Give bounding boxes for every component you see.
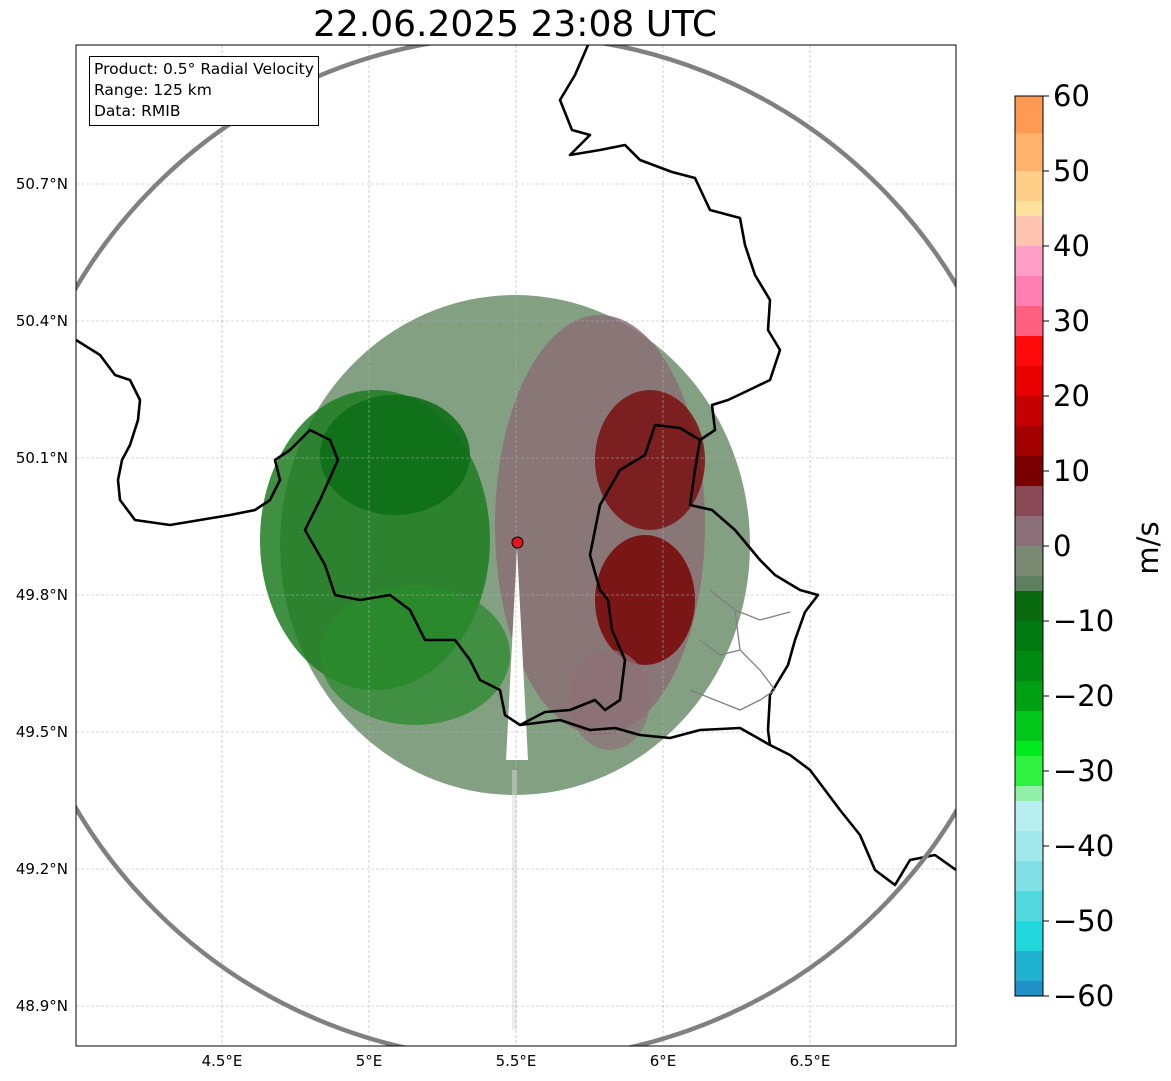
colorbar-tick-label: 10 xyxy=(1053,454,1090,488)
colorbar-tick-label: 20 xyxy=(1053,379,1090,413)
velocity-colorbar: 60 50 40 30 20 10 0 −10 −20 −30 −40 −50 −60 xyxy=(1014,79,1114,1013)
colorbar-segment xyxy=(1015,651,1043,682)
colorbar-segment xyxy=(1015,831,1043,862)
colorbar-segment xyxy=(1015,456,1043,487)
colorbar-segment xyxy=(1015,96,1043,134)
colorbar-tick-label: −40 xyxy=(1053,829,1114,863)
range-line: Range: 125 km xyxy=(94,81,212,99)
product-line: Product: 0.5° Radial Velocity xyxy=(94,60,314,78)
colorbar-tick-label: 60 xyxy=(1053,79,1090,113)
x-tick-label: 5°E xyxy=(356,1052,383,1070)
y-tick-label: 50.4°N xyxy=(16,312,68,330)
colorbar-segment xyxy=(1015,133,1043,172)
product-info-box: Product: 0.5° Radial Velocity Range: 125… xyxy=(89,56,319,126)
colorbar-tick-label: 40 xyxy=(1053,229,1090,263)
colorbar-segment xyxy=(1015,951,1043,982)
province-borders xyxy=(689,589,791,711)
y-tick-label: 49.2°N xyxy=(16,860,68,878)
colorbar-tick-label: 50 xyxy=(1053,154,1090,188)
colorbar-segment xyxy=(1015,546,1043,577)
y-tick-label: 50.1°N xyxy=(16,449,68,467)
colorbar-tick-label: 30 xyxy=(1053,304,1090,338)
colorbar-segment xyxy=(1015,246,1043,277)
y-tick-label: 49.5°N xyxy=(16,723,68,741)
colorbar-unit: m/s xyxy=(1131,521,1165,574)
colorbar-segment xyxy=(1015,276,1043,307)
colorbar-segment xyxy=(1015,921,1043,952)
colorbar-tick-label: −20 xyxy=(1053,679,1114,713)
colorbar-segment xyxy=(1015,336,1043,367)
colorbar-segment xyxy=(1015,621,1043,652)
colorbar-segment xyxy=(1015,171,1043,202)
colorbar-segment xyxy=(1015,366,1043,397)
colorbar-segment xyxy=(1015,891,1043,922)
colorbar-segment xyxy=(1015,486,1043,517)
colorbar-tick-label: −10 xyxy=(1053,604,1114,638)
x-tick-label: 6°E xyxy=(650,1052,677,1070)
radar-site-marker xyxy=(511,536,524,549)
colorbar-segment xyxy=(1015,426,1043,457)
x-tick-label: 4.5°E xyxy=(202,1052,243,1070)
longitude-ticks: 4.5°E 5°E 5.5°E 6°E 6.5°E xyxy=(202,1052,831,1070)
colorbar-segment xyxy=(1015,576,1043,592)
map-title: 22.06.2025 23:08 UTC xyxy=(312,4,718,45)
map-frame xyxy=(75,44,957,1047)
map-grid xyxy=(76,45,956,1046)
x-tick-label: 5.5°E xyxy=(496,1052,537,1070)
y-tick-label: 49.8°N xyxy=(16,586,68,604)
colorbar-segment xyxy=(1015,861,1043,892)
colorbar-segment xyxy=(1015,681,1043,712)
colorbar-segment xyxy=(1015,981,1043,997)
colorbar-segment xyxy=(1015,801,1043,832)
x-tick-label: 6.5°E xyxy=(790,1052,831,1070)
colorbar-tick-label: −30 xyxy=(1053,754,1114,788)
colorbar-segment xyxy=(1015,306,1043,337)
colorbar-tick-label: −60 xyxy=(1053,979,1114,1013)
latitude-ticks: 50.7°N 50.4°N 50.1°N 49.8°N 49.5°N 49.2°N 48.9… xyxy=(16,175,68,1015)
colorbar-segment xyxy=(1015,201,1043,217)
colorbar-tick-label: 0 xyxy=(1053,529,1071,563)
colorbar-segment xyxy=(1015,591,1043,622)
y-tick-label: 50.7°N xyxy=(16,175,68,193)
colorbar-tick-label: −50 xyxy=(1053,904,1114,938)
colorbar-segment xyxy=(1015,396,1043,427)
country-borders xyxy=(76,45,956,887)
source-line: Data: RMIB xyxy=(94,102,181,120)
colorbar-segment xyxy=(1015,786,1043,802)
colorbar-segment xyxy=(1015,741,1043,757)
colorbar-segment xyxy=(1015,756,1043,787)
colorbar-segment xyxy=(1015,516,1043,547)
colorbar-segment xyxy=(1015,216,1043,247)
y-tick-label: 48.9°N xyxy=(16,997,68,1015)
colorbar-segment xyxy=(1015,711,1043,742)
